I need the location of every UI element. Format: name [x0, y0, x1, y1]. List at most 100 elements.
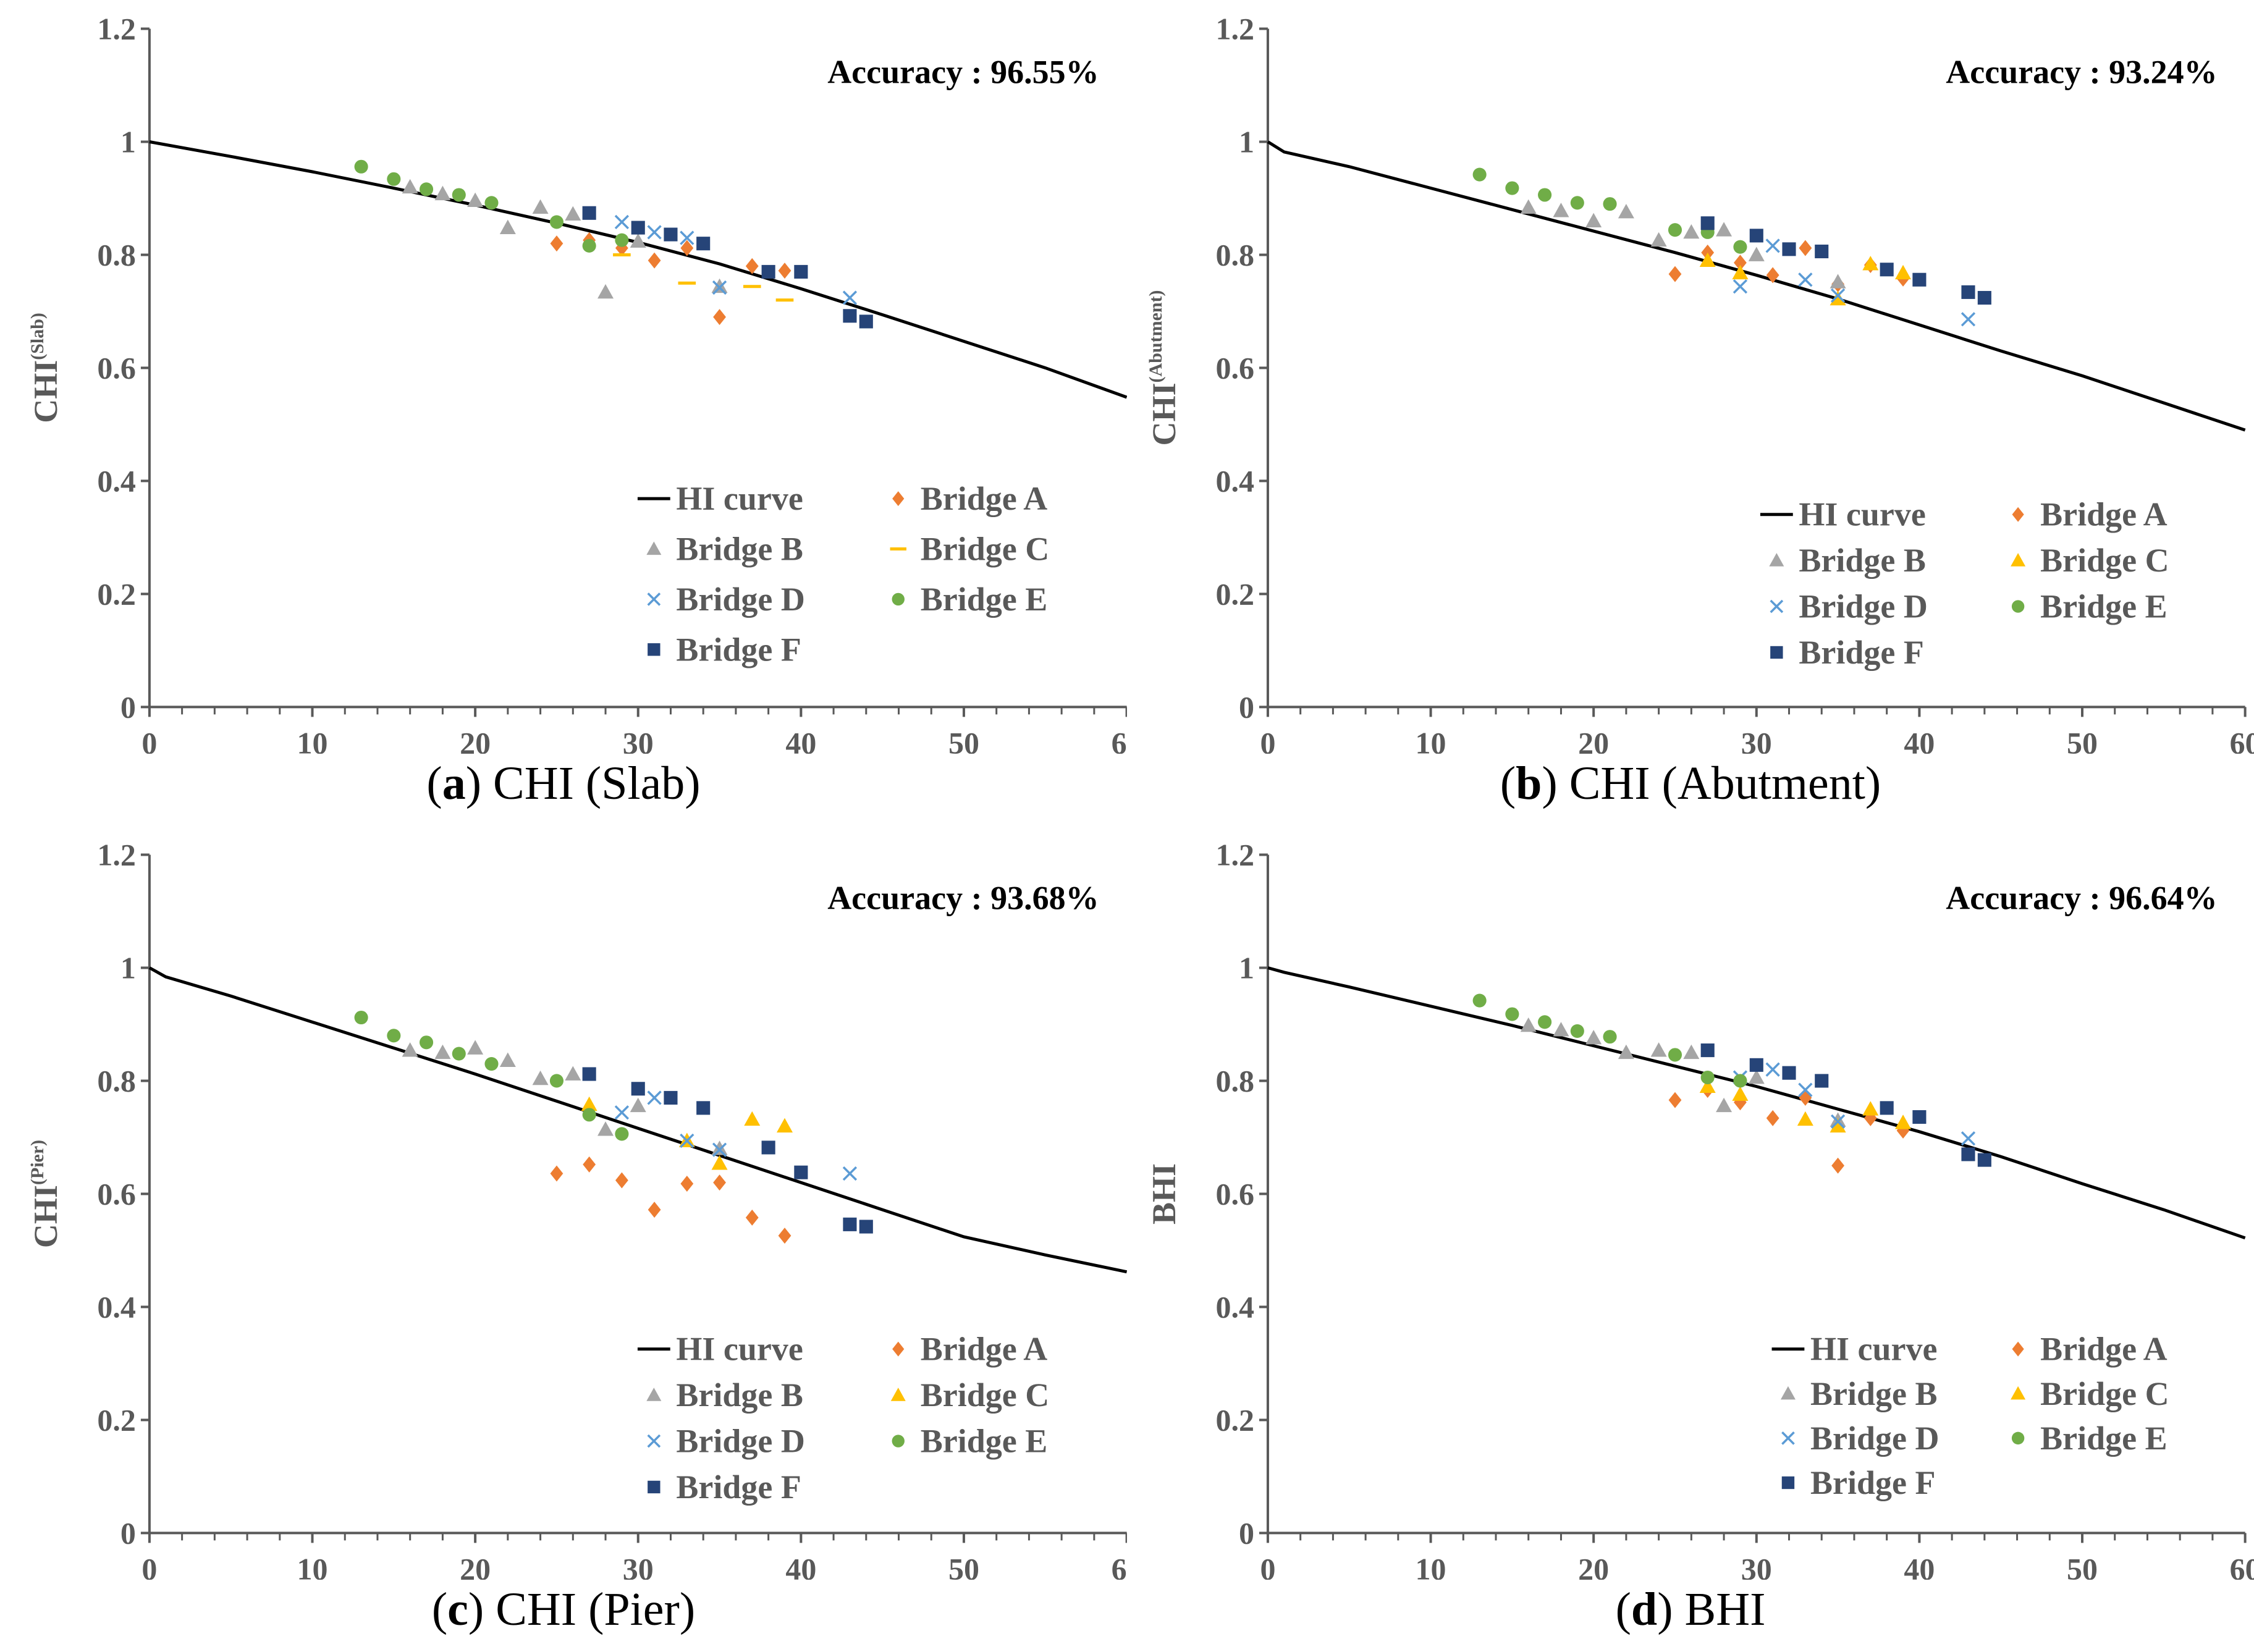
caption-letter: c [447, 1583, 468, 1635]
point-bridge-b [711, 278, 728, 293]
point-bridge-f [1880, 1101, 1894, 1115]
x-tick-label: 20 [1578, 725, 1609, 754]
legend-label: Bridge F [1799, 634, 1923, 671]
point-bridge-b [499, 1052, 516, 1067]
legend-marker [892, 1435, 905, 1448]
point-bridge-c [1732, 264, 1749, 280]
point-bridge-e [1603, 1030, 1617, 1044]
legend-marker [1781, 1431, 1795, 1445]
point-bridge-b [1830, 274, 1846, 289]
y-axis-label-main: CHI [1146, 382, 1183, 445]
chart-b: 00.20.40.60.811.20102030405060Service ye… [1146, 12, 2254, 754]
point-bridge-d [647, 225, 662, 240]
legend-marker [892, 592, 905, 606]
caption-c: (c) CHI (Pier) [431, 1583, 696, 1635]
caption-text: CHI (Pier) [496, 1583, 696, 1635]
point-bridge-e [1733, 240, 1747, 254]
y-tick-label: 1 [1239, 124, 1254, 159]
y-tick-label: 0 [120, 689, 136, 724]
point-bridge-e [1505, 181, 1519, 195]
point-bridge-f [843, 309, 857, 323]
y-axis-label: BHI [1146, 1163, 1183, 1224]
point-bridge-c [1895, 264, 1912, 280]
y-tick-label: 0.8 [97, 237, 136, 272]
point-bridge-f [1700, 1043, 1715, 1058]
point-bridge-e [452, 188, 466, 202]
x-tick-label: 40 [1904, 725, 1935, 754]
legend: HI curve Bridge A Bridge B Bridge C Bridge D… [1771, 1331, 2169, 1501]
point-bridge-e [484, 196, 499, 210]
point-bridge-e [354, 1010, 368, 1025]
point-bridge-e [615, 233, 629, 247]
legend-label: Bridge C [2040, 1375, 2169, 1412]
point-bridge-b [1520, 1017, 1537, 1032]
legend-marker [1780, 1386, 1796, 1400]
legend-label: Bridge E [2040, 1420, 2167, 1457]
point-bridge-e [484, 1056, 499, 1071]
point-bridge-c [678, 281, 696, 285]
point-bridge-a [550, 1165, 564, 1182]
chart-c: 00.20.40.60.811.20102030405060Service ye… [27, 838, 1127, 1580]
point-bridge-c [581, 1096, 597, 1111]
legend: HI curve Bridge A Bridge B Bridge C Bridge D… [637, 1331, 1049, 1506]
scatter-points [1472, 993, 1991, 1174]
x-tick-label: 0 [1260, 1551, 1275, 1580]
hi-curve-line [149, 140, 1127, 399]
point-bridge-f [794, 264, 808, 279]
point-bridge-d [842, 290, 858, 305]
point-bridge-e [387, 172, 401, 186]
point-bridge-b [1716, 1097, 1733, 1113]
point-bridge-a [1766, 1110, 1779, 1126]
legend-marker [2011, 600, 2025, 613]
point-bridge-e [452, 1047, 466, 1061]
y-tick-label: 0.8 [1215, 237, 1254, 272]
point-bridge-c [776, 1118, 793, 1133]
y-tick-label: 0 [1239, 689, 1254, 724]
point-bridge-b [597, 1121, 614, 1136]
point-bridge-d [680, 1133, 694, 1148]
point-bridge-e [582, 1108, 596, 1122]
point-bridge-e [419, 1035, 434, 1050]
y-tick-label: 0.2 [1215, 1402, 1254, 1437]
point-bridge-f [1749, 1058, 1763, 1072]
x-tick-label: 0 [1260, 725, 1275, 754]
point-bridge-d [1961, 1131, 1976, 1146]
point-bridge-f [1961, 1147, 1975, 1161]
point-bridge-a [1668, 1092, 1682, 1108]
y-tick-label: 0.2 [1215, 576, 1254, 611]
legend-label: Bridge F [1810, 1464, 1935, 1501]
point-bridge-f [859, 314, 873, 329]
legend-marker [1770, 646, 1783, 659]
x-tick-label: 30 [623, 1551, 654, 1580]
legend: HI curve Bridge A Bridge B Bridge C Bridge D… [1760, 496, 2169, 671]
point-bridge-e [1603, 197, 1617, 211]
point-bridge-f [1815, 1074, 1829, 1088]
legend-marker [892, 491, 905, 507]
point-bridge-a [1799, 240, 1812, 256]
caption-text: CHI (Abutment) [1569, 757, 1881, 809]
point-bridge-b [467, 192, 484, 208]
caption-letter: b [1516, 757, 1542, 809]
point-bridge-b [467, 1040, 484, 1055]
point-bridge-b [597, 284, 614, 299]
x-tick-label: 40 [785, 1551, 816, 1580]
point-bridge-c [1862, 1101, 1879, 1116]
point-bridge-f [1977, 1153, 1991, 1167]
accuracy-annotation: Accuracy : 93.24% [1946, 54, 2217, 91]
point-bridge-f [1912, 272, 1927, 287]
panel-c: 00.20.40.60.811.20102030405060Service ye… [0, 826, 1127, 1652]
point-bridge-a [745, 1209, 759, 1226]
y-tick-label: 0.4 [1215, 1289, 1254, 1324]
y-tick-label: 1.2 [1215, 12, 1254, 46]
point-bridge-b [630, 233, 646, 248]
x-tick-label: 10 [1416, 725, 1446, 754]
point-bridge-b [1748, 1069, 1765, 1084]
point-bridge-f [1912, 1110, 1927, 1124]
point-bridge-f [582, 1067, 596, 1081]
point-bridge-d [680, 230, 694, 245]
legend-label: Bridge D [676, 1423, 805, 1460]
point-bridge-a [1831, 1157, 1844, 1174]
point-bridge-e [1505, 1007, 1519, 1021]
point-bridge-c [1830, 1118, 1846, 1133]
legend-marker [892, 1341, 905, 1357]
